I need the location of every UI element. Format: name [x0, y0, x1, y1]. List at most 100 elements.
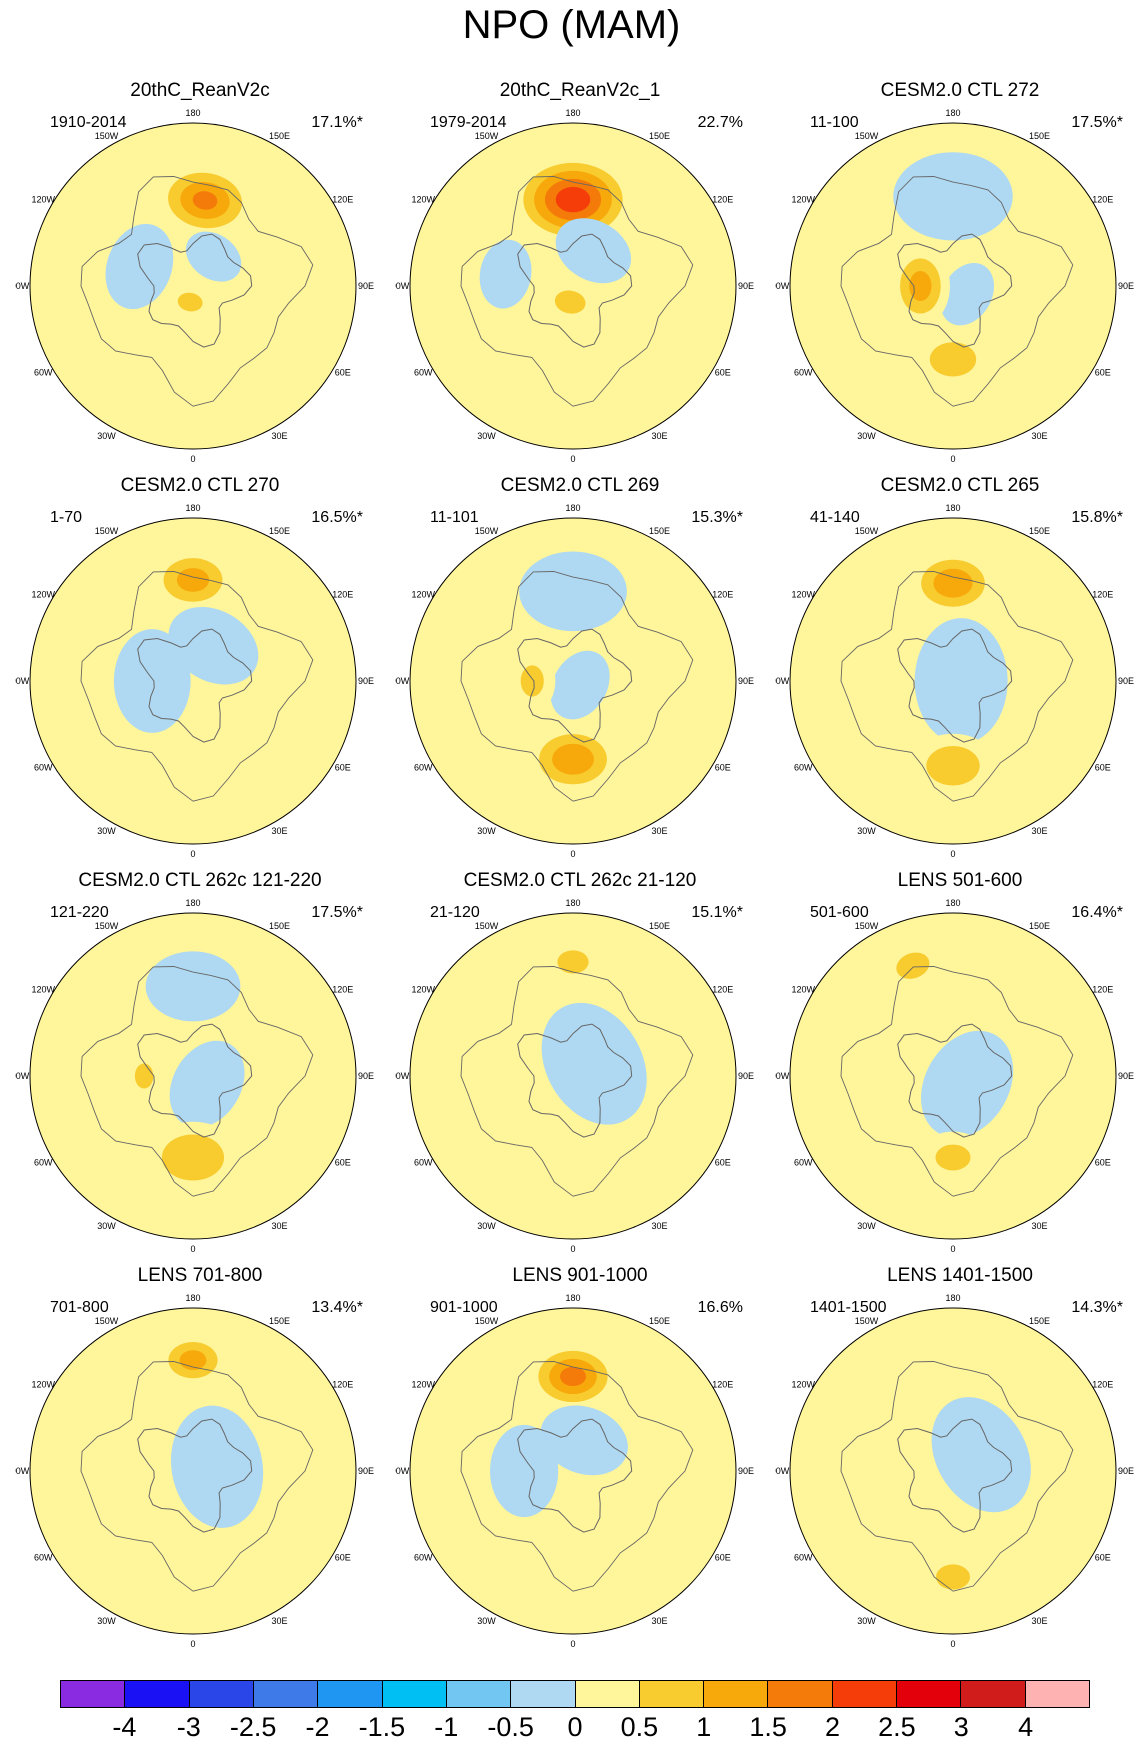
longitude-label: 0 — [950, 1639, 955, 1649]
longitude-label: 60W — [794, 1158, 813, 1168]
map-panel: LENS 1401-1500 1401-1500 14.3%* 180 150E 120E… — [775, 1265, 1143, 1665]
contour-fill — [489, 1424, 559, 1518]
longitude-label: 90W — [775, 281, 790, 291]
colorbar-tick-label: -0.5 — [487, 1712, 534, 1742]
colorbar-swatch — [61, 1681, 126, 1707]
colorbar-swatch — [832, 1681, 898, 1707]
longitude-label: 150W — [95, 921, 119, 931]
longitude-label: 60E — [715, 1158, 731, 1168]
longitude-label: 60E — [715, 368, 731, 378]
longitude-label: 90E — [358, 676, 374, 686]
longitude-label: 30E — [1031, 431, 1047, 441]
colorbar-tick-label: 2 — [824, 1712, 841, 1742]
longitude-label: 60W — [414, 368, 433, 378]
longitude-label: 120E — [712, 985, 733, 995]
longitude-label: 150E — [269, 131, 290, 141]
longitude-label: 30E — [1031, 1221, 1047, 1231]
map-border — [29, 912, 357, 1240]
coastline — [80, 1361, 314, 1592]
panel-title: LENS 1401-1500 — [887, 1265, 1033, 1286]
contour-fill — [552, 743, 594, 775]
longitude-label: 90E — [1118, 676, 1134, 686]
panel-variance: 22.7% — [697, 114, 743, 131]
longitude-label: 60E — [715, 763, 731, 773]
panel-title: CESM2.0 CTL 265 — [880, 475, 1040, 496]
longitude-label: 90W — [15, 281, 30, 291]
longitude-label: 180 — [565, 898, 580, 908]
polar-map: 180 150E 120E 90E 60E 30E 0 30W 60W 90W 120W 150W — [775, 108, 1134, 464]
colorbar-swatch — [704, 1681, 769, 1707]
longitude-label: 150E — [649, 526, 670, 536]
longitude-label: 180 — [565, 503, 580, 513]
longitude-label: 30W — [857, 826, 876, 836]
map-panel: CESM2.0 CTL 262c 21-120 21-120 15.1%* 180 15… — [395, 870, 765, 1270]
longitude-label: 150W — [475, 921, 499, 931]
longitude-label: 150E — [269, 1316, 290, 1326]
map-panel: CESM2.0 CTL 262c 121-220 121-220 17.5%* 180… — [15, 870, 385, 1270]
longitude-label: 30E — [1031, 826, 1047, 836]
coastline — [517, 233, 633, 348]
colorbar-tick-label: -1.5 — [358, 1712, 406, 1742]
coastline — [137, 628, 253, 743]
contour-fill — [113, 629, 191, 733]
longitude-label: 60W — [414, 763, 433, 773]
contour-fill — [550, 650, 610, 720]
longitude-label: 90E — [358, 1071, 374, 1081]
coastline — [460, 966, 694, 1197]
map-panel: CESM2.0 CTL 272 11-100 17.5%* 180 150E 120E 90… — [775, 80, 1143, 480]
longitude-label: 60E — [335, 368, 351, 378]
map-border — [29, 1307, 357, 1635]
longitude-label: 120E — [1092, 590, 1113, 600]
longitude-label: 90E — [358, 281, 374, 291]
longitude-label: 30W — [97, 1221, 116, 1231]
longitude-label: 0 — [190, 454, 195, 464]
colorbar-tick-label: 0.5 — [620, 1712, 659, 1742]
panel-title: CESM2.0 CTL 262c 21-120 — [463, 870, 697, 891]
colorbar-tick-label: 4 — [1018, 1712, 1034, 1742]
colorbar-tick-label: -1 — [434, 1712, 459, 1742]
polar-map: 180 150E 120E 90E 60E 30E 0 30W 60W 90W 120W 150W — [15, 503, 374, 859]
panel-title: CESM2.0 CTL 269 — [500, 475, 660, 496]
longitude-label: 60W — [794, 368, 813, 378]
colorbar-swatch — [639, 1681, 705, 1707]
longitude-label: 180 — [565, 1293, 580, 1303]
panel-period: 701-800 — [50, 1299, 109, 1316]
longitude-label: 90E — [1118, 1466, 1134, 1476]
longitude-label: 60W — [414, 1158, 433, 1168]
longitude-label: 90W — [775, 1466, 790, 1476]
longitude-label: 0 — [950, 1244, 955, 1254]
coastline — [897, 233, 1013, 348]
contour-fill — [933, 568, 973, 598]
colorbar-swatch — [961, 1681, 1026, 1707]
panel-variance: 17.5%* — [1071, 114, 1123, 131]
longitude-label: 150W — [855, 921, 879, 931]
longitude-label: 30W — [857, 431, 876, 441]
longitude-label: 120W — [791, 985, 815, 995]
colorbar-swatch — [382, 1681, 447, 1707]
longitude-label: 120W — [791, 590, 815, 600]
longitude-label: 150E — [649, 921, 670, 931]
contour-fill — [554, 290, 586, 314]
panel-period: 11-101 — [430, 509, 479, 526]
panel-period: 1-70 — [50, 509, 83, 526]
coastline — [897, 1418, 1013, 1533]
coastline — [460, 176, 694, 407]
colorbar-tick-label: -4 — [112, 1712, 137, 1742]
contour-fill — [519, 551, 627, 632]
coastline — [517, 1023, 633, 1138]
contour-fill — [896, 952, 930, 979]
colorbar-tick-label: -2.5 — [229, 1712, 277, 1742]
colorbar-swatch — [768, 1681, 833, 1707]
longitude-label: 90W — [15, 676, 30, 686]
contour-fill — [185, 231, 242, 282]
panel-variance: 17.1%* — [311, 114, 363, 131]
longitude-label: 120E — [332, 195, 353, 205]
longitude-label: 0 — [570, 849, 575, 859]
longitude-label: 60E — [715, 1553, 731, 1563]
longitude-label: 0 — [190, 1639, 195, 1649]
map-panel: 20thC_ReanV2c 1910-2014 17.1%* 180 150E 120E 9… — [15, 80, 385, 480]
longitude-label: 30W — [477, 1221, 496, 1231]
colorbar — [60, 1680, 1090, 1708]
panel-variance: 15.3%* — [691, 509, 743, 526]
longitude-label: 90W — [395, 1071, 410, 1081]
